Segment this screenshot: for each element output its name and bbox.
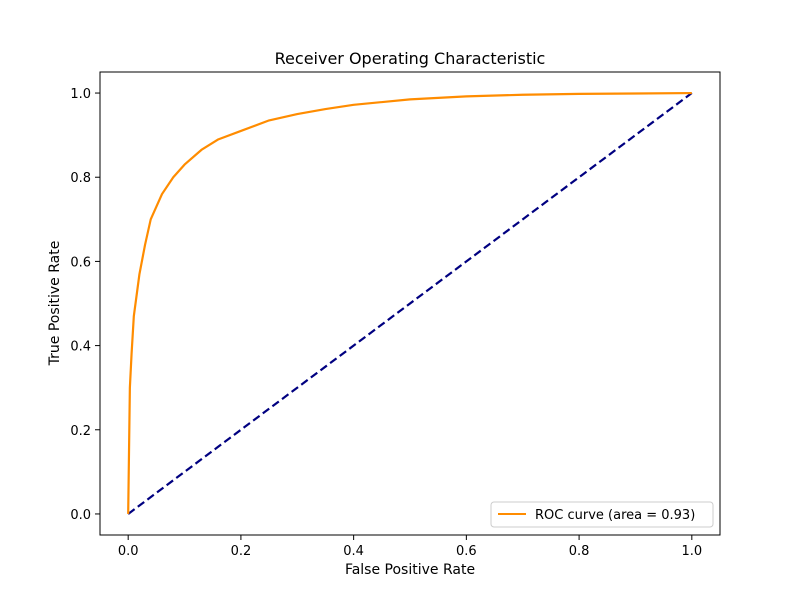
x-tick-label: 1.0 [681, 544, 702, 559]
legend-label-roc: ROC curve (area = 0.93) [535, 508, 695, 523]
x-tick-label: 0.8 [569, 544, 590, 559]
chart-title: Receiver Operating Characteristic [275, 49, 546, 68]
axis-ticks: 0.0 0.2 0.4 0.6 0.8 1.0 0.0 0.2 0.4 0.6 0.8 1.0 [70, 87, 702, 559]
y-tick-label: 0.6 [70, 255, 91, 270]
roc-curve-line [127, 91, 692, 514]
x-tick-label: 0.6 [456, 544, 477, 559]
y-tick-label: 0.4 [70, 340, 91, 355]
plot-area [127, 91, 693, 515]
chance-diagonal-line [127, 92, 693, 515]
y-tick-label: 0.8 [70, 171, 91, 186]
y-axis-label: True Positive Rate [47, 241, 63, 367]
y-tick-label: 0.2 [70, 424, 91, 439]
x-axis-label: False Positive Rate [345, 562, 475, 578]
legend: ROC curve (area = 0.93) [490, 501, 714, 528]
x-tick-label: 0.0 [118, 544, 139, 559]
y-tick-label: 1.0 [70, 87, 91, 102]
legend-box [490, 501, 714, 528]
axes-frame [99, 71, 721, 536]
x-tick-label: 0.2 [231, 544, 252, 559]
y-tick-label: 0.0 [70, 508, 91, 523]
x-tick-label: 0.4 [343, 544, 364, 559]
